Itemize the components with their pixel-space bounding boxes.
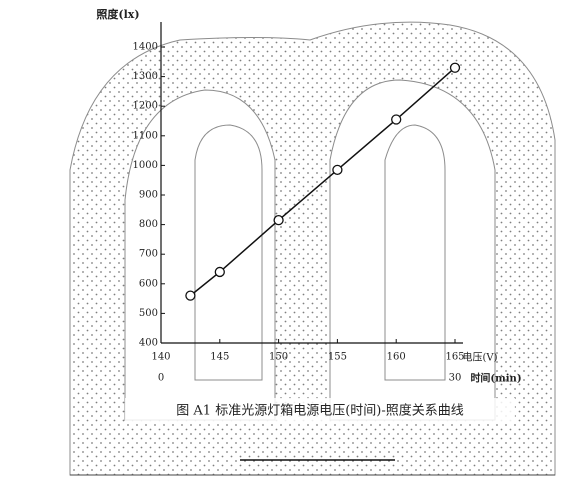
caption: 图 A1 标准光源灯箱电源电压(时间)-照度关系曲线	[176, 403, 463, 419]
x-tick-label: 150	[269, 352, 288, 363]
point	[185, 290, 196, 301]
point	[273, 215, 284, 226]
y-tick-label: 800	[139, 219, 158, 230]
x2-axis-label: 时间(min)	[470, 372, 521, 385]
point	[214, 266, 225, 278]
y-tick-label: 1400	[133, 42, 158, 53]
y-tick-label: 900	[139, 190, 158, 201]
x2-tick-label: 30	[449, 373, 462, 384]
x-tick-label: 140	[151, 352, 170, 363]
point	[391, 114, 402, 125]
y-tick-label: 1000	[133, 160, 158, 171]
y-tick-label: 400	[139, 338, 158, 349]
y-axis-label: 照度(lx)	[96, 7, 139, 21]
x-tick-label: 145	[210, 352, 229, 363]
y-tick-label: 1200	[133, 101, 158, 112]
x-axis-label: 电压(V)	[462, 351, 497, 364]
y-tick-label: 700	[139, 249, 158, 260]
point	[449, 62, 461, 73]
x-tick-label: 155	[328, 352, 347, 363]
y-tick-label: 1100	[133, 130, 158, 141]
watermark	[69, 21, 556, 476]
y-tick-label: 1300	[133, 71, 158, 82]
line	[189, 67, 456, 297]
y-tick-label: 600	[139, 278, 158, 289]
caption-bg	[125, 398, 515, 424]
x-tick-label: 160	[387, 352, 406, 363]
x2-tick-label: 0	[158, 373, 164, 384]
point	[332, 164, 343, 175]
x-tick-label: 165	[445, 352, 464, 363]
y-tick-label: 500	[139, 308, 158, 319]
